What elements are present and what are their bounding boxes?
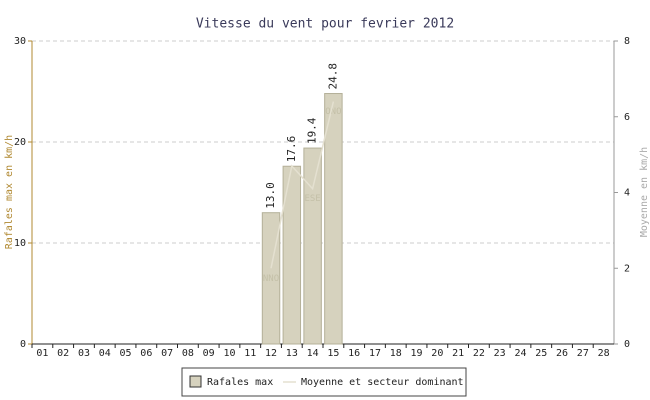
x-tick-label: 03 [78,348,90,359]
legend-swatch [189,375,202,388]
x-tick-label: 01 [36,348,48,359]
y-tick-label: 20 [14,137,26,148]
x-tick-label: 24 [514,348,526,359]
legend-box [181,367,467,397]
y-tick-label: 10 [14,238,26,249]
x-tick-label: 18 [390,348,402,359]
direction-label: ONO [325,107,341,117]
x-tick-label: 10 [223,348,235,359]
y2-tick-label: 2 [624,263,630,274]
y2-tick-label: 4 [624,188,630,199]
y2-axis-label: Moyenne en km/h [639,147,650,237]
value-label: 13.0 [264,182,277,209]
x-tick-label: 16 [348,348,360,359]
value-label: 19.4 [306,117,319,144]
x-tick-label: 23 [494,348,506,359]
x-tick-label: 04 [99,348,111,359]
x-tick-label: 12 [265,348,277,359]
y2-tick-label: 8 [624,36,630,47]
x-tick-label: 27 [577,348,589,359]
direction-label: ESE [304,194,320,204]
x-tick-label: 22 [473,348,485,359]
x-tick-label: 08 [182,348,194,359]
y-tick-label: 0 [20,339,26,350]
x-tick-label: 15 [327,348,339,359]
y2-tick-label: 0 [624,339,630,350]
line [270,101,335,269]
x-tick-label: 21 [452,348,464,359]
x-tick-label: 11 [244,348,256,359]
chart-title: Vitesse du vent pour fevrier 2012 [196,17,454,32]
y2-tick-label: 6 [624,112,630,123]
x-tick-label: 25 [535,348,547,359]
x-tick-label: 17 [369,348,381,359]
bar [303,147,322,345]
x-tick-label: 13 [286,348,298,359]
x-tick-label: 26 [556,348,568,359]
direction-label: NNO [263,274,279,284]
x-tick-label: 07 [161,348,173,359]
x-tick-label: 05 [120,348,132,359]
legend-label: Rafales max [207,377,273,388]
x-tick-label: 14 [307,348,319,359]
x-tick-label: 06 [140,348,152,359]
value-label: 24.8 [326,63,339,90]
x-tick-label: 02 [57,348,69,359]
x-tick-label: 09 [203,348,215,359]
x-tick-label: 20 [431,348,443,359]
legend-label: Moyenne et secteur dominant [301,377,464,388]
x-tick-label: 19 [411,348,423,359]
value-label: 17.6 [285,136,298,163]
y-axis-label: Rafales max en km/h [4,135,15,249]
y-tick-label: 30 [14,36,26,47]
bar [324,93,343,345]
x-tick-label: 28 [598,348,610,359]
